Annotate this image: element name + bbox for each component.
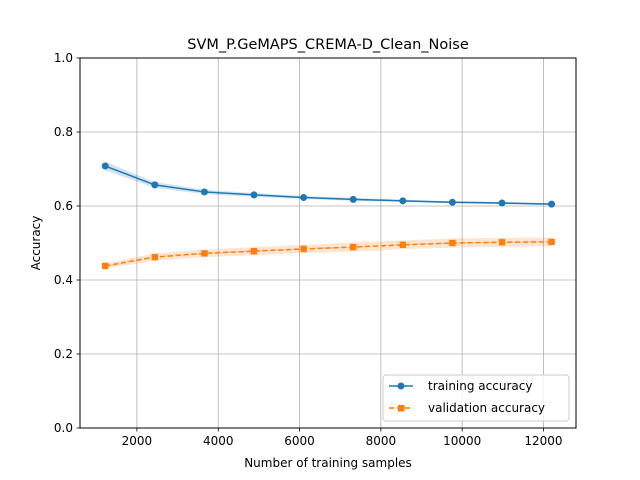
data-point-training <box>250 191 258 199</box>
x-tick-label: 12000 <box>524 434 562 448</box>
x-tick-label: 4000 <box>203 434 234 448</box>
data-point-training <box>399 197 407 205</box>
data-point-training <box>349 195 357 203</box>
data-point-validation <box>201 250 208 257</box>
grid <box>80 57 576 429</box>
y-tick-label: 0.4 <box>54 273 73 287</box>
data-point-validation <box>102 262 109 270</box>
y-tick-label: 1.0 <box>54 51 73 65</box>
series-line-training <box>104 165 552 205</box>
y-axis-label: Accuracy <box>29 216 43 271</box>
series-lines <box>101 162 556 270</box>
plot-frame <box>79 57 577 429</box>
legend-marker-training <box>397 382 405 390</box>
legend-label-training: training accuracy <box>428 379 532 393</box>
data-point-training <box>101 162 109 170</box>
data-point-validation <box>548 238 555 246</box>
confidence-bands <box>105 161 552 269</box>
x-tick-label: 8000 <box>366 434 397 448</box>
y-tick-label: 0.0 <box>54 421 73 435</box>
data-point-training <box>151 181 159 189</box>
data-point-validation <box>449 239 456 247</box>
x-tick-label: 10000 <box>443 434 481 448</box>
series-line-validation <box>105 241 552 267</box>
legend-box <box>382 374 570 422</box>
data-point-training <box>300 193 308 201</box>
data-point-validation <box>498 239 506 246</box>
data-point-validation <box>250 247 258 255</box>
x-axis-label: Number of training samples <box>244 456 412 470</box>
y-tick-label: 0.2 <box>54 347 73 361</box>
data-point-validation <box>300 245 307 253</box>
band-validation <box>105 237 552 269</box>
chart-title: SVM_P.GeMAPS_CREMA-D_Clean_Noise <box>187 37 469 53</box>
y-tick-label: 0.8 <box>54 125 73 139</box>
data-point-training <box>448 198 456 206</box>
data-point-training <box>548 200 556 208</box>
data-point-validation <box>151 253 159 261</box>
x-tick-label: 2000 <box>122 434 153 448</box>
y-tick-label: 0.6 <box>54 199 73 213</box>
x-tick-label: 6000 <box>284 434 315 448</box>
data-point-validation <box>399 241 407 249</box>
band-training <box>105 161 552 206</box>
data-point-validation <box>350 243 357 251</box>
legend-label-validation: validation accuracy <box>428 401 545 415</box>
data-point-training <box>498 199 506 207</box>
legend-marker-validation <box>398 405 405 412</box>
legend: training accuracy validation accuracy <box>382 374 570 422</box>
data-point-training <box>200 188 208 196</box>
axis-ticks: 2000 4000 6000 8000 10000 12000 0.0 0.2 0.4 0.6 0.… <box>54 51 563 448</box>
